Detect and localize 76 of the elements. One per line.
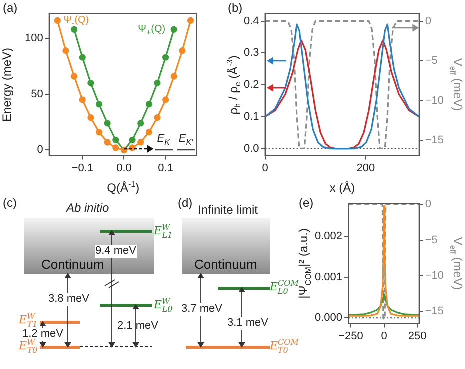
point — [88, 114, 94, 122]
y-tick-label: 0.4 — [244, 15, 260, 28]
point — [96, 101, 103, 108]
y2-tick-label: −5 — [425, 234, 438, 246]
point — [71, 73, 78, 80]
annotation: E$_{K'}$ — [178, 133, 194, 148]
x-tick-label: −250 — [338, 330, 364, 342]
series-label: Ψ$_{-}$(Q) — [64, 15, 90, 28]
point — [138, 120, 144, 127]
annotation: E$_{K}$ — [157, 133, 170, 148]
y-tick-label: 0.002 — [314, 230, 343, 243]
x-tick-label: 0 — [262, 162, 268, 174]
y2-tick-label: −15 — [425, 306, 444, 318]
point — [112, 136, 120, 144]
y-tick-label: 0.2 — [244, 79, 260, 92]
y-tick-label: 100 — [24, 32, 44, 45]
text: 3.8 meV — [48, 292, 90, 306]
point — [79, 54, 86, 61]
x-axis-title: Q(Å$^{-1}$) — [107, 180, 140, 195]
x-tick-label: 0.0 — [116, 162, 132, 174]
point — [88, 80, 94, 87]
y-tick-label: 0.3 — [244, 47, 260, 60]
y-tick-label: 0.000 — [314, 312, 343, 324]
text: (d) — [178, 196, 193, 210]
x-tick-label: 0 — [381, 330, 388, 342]
y-tick-label: 0.1 — [244, 110, 260, 123]
point — [170, 73, 178, 80]
y-tick-label: 50 — [31, 88, 44, 100]
text: (b) — [228, 1, 243, 15]
text: (c) — [3, 196, 17, 210]
x-axis-title: x (Å) — [330, 181, 356, 195]
text: Ab initio — [66, 201, 110, 215]
point — [146, 101, 152, 108]
y2-tick-label: 0 — [425, 15, 432, 28]
y2-tick-label: −15 — [425, 134, 444, 147]
point — [112, 144, 120, 152]
point — [162, 96, 170, 104]
y2-tick-label: −10 — [425, 270, 444, 282]
text: Continuum — [42, 256, 104, 272]
point — [104, 120, 111, 127]
text: (a) — [3, 1, 18, 15]
text: 3.7 meV — [180, 302, 224, 316]
point — [71, 26, 78, 33]
y2-tick-label: −10 — [425, 94, 444, 107]
y-axis-title: Energy (meV) — [0, 48, 14, 122]
point — [154, 114, 161, 122]
point — [138, 139, 144, 146]
x-tick-label: 250 — [408, 330, 427, 342]
point — [96, 129, 103, 136]
point — [54, 17, 61, 24]
text: 3.1 meV — [226, 316, 270, 330]
y-tick-label: 0.0 — [244, 142, 260, 155]
text: Infinite limit — [198, 203, 258, 217]
point — [62, 48, 70, 54]
text: 2.1 meV — [118, 320, 158, 332]
y2-tick-label: 0 — [425, 198, 432, 211]
x-tick-label: −0.1 — [72, 162, 94, 174]
text: (e) — [299, 196, 314, 210]
point — [170, 26, 178, 33]
text: Continuum — [194, 256, 258, 272]
point — [187, 17, 194, 24]
point — [162, 54, 170, 61]
text: 9.4 meV — [94, 244, 138, 258]
point — [104, 139, 111, 146]
point — [179, 48, 186, 54]
point — [154, 80, 161, 87]
x-tick-label: 0.1 — [158, 162, 174, 174]
y-tick-label: 0 — [37, 144, 44, 156]
x-tick-label: 200 — [356, 162, 376, 174]
point — [146, 129, 152, 136]
text: 1.2 meV — [22, 328, 64, 340]
y2-tick-label: −5 — [425, 55, 438, 68]
series-label: Ψ$_{+}$(Q) — [138, 24, 166, 38]
point — [129, 136, 136, 144]
point — [79, 96, 86, 104]
y-tick-label: 0.001 — [314, 271, 343, 284]
